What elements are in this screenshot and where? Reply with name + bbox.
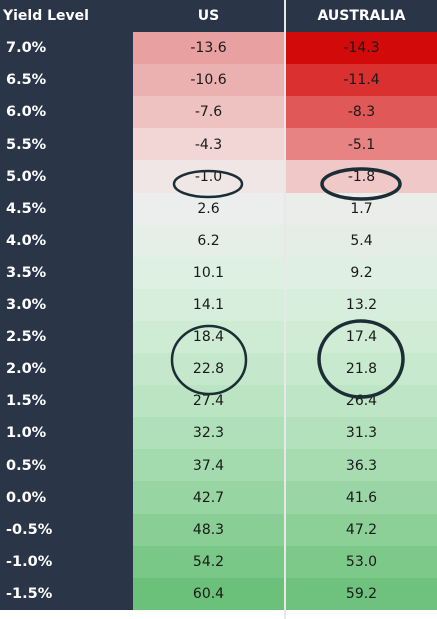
us-value-cell: 37.4 — [133, 449, 284, 482]
yield-level-cell: 1.0% — [0, 417, 133, 450]
us-value-cell: -7.6 — [133, 96, 284, 129]
yield-level-cell: 2.5% — [0, 320, 133, 354]
us-value-cell: 22.8 — [133, 353, 284, 386]
yield-level-cell: -1.5% — [0, 577, 133, 611]
australia-value-cell: -5.1 — [286, 128, 437, 161]
us-value-cell: 32.3 — [133, 417, 284, 450]
yield-level-cell: 3.0% — [0, 288, 133, 322]
column-separator — [284, 0, 286, 619]
australia-value-cell: 17.4 — [286, 320, 437, 354]
table-row: -1.0% 54.2 53.0 — [0, 545, 437, 579]
us-value-cell: 42.7 — [133, 481, 284, 514]
us-value-cell: 2.6 — [133, 192, 284, 226]
yield-level-cell: 4.0% — [0, 224, 133, 258]
australia-value-cell: 59.2 — [286, 577, 437, 611]
yield-level-cell: 0.5% — [0, 449, 133, 482]
table-row: 7.0% -13.6 -14.3 — [0, 32, 437, 65]
yield-level-header: Yield Level — [0, 0, 133, 32]
us-value-cell: -13.6 — [133, 32, 284, 65]
us-value-cell: 10.1 — [133, 256, 284, 290]
header-row: Yield Level US AUSTRALIA — [0, 0, 437, 32]
table-row: 3.5% 10.1 9.2 — [0, 256, 437, 290]
table-row: -1.5% 60.4 59.2 — [0, 577, 437, 611]
australia-value-cell: -11.4 — [286, 64, 437, 97]
table-row: 5.0% -1.0 -1.8 — [0, 160, 437, 193]
australia-value-cell: -14.3 — [286, 32, 437, 65]
australia-value-cell: 53.0 — [286, 545, 437, 579]
yield-level-cell: -1.0% — [0, 545, 133, 579]
yield-level-cell: 0.0% — [0, 481, 133, 514]
yield-level-cell: 3.5% — [0, 256, 133, 290]
australia-value-cell: 13.2 — [286, 288, 437, 322]
table-row: 6.5% -10.6 -11.4 — [0, 64, 437, 97]
us-header: US — [133, 0, 284, 32]
australia-value-cell: 41.6 — [286, 481, 437, 514]
yield-level-cell: 6.5% — [0, 64, 133, 97]
table-row: -0.5% 48.3 47.2 — [0, 513, 437, 547]
australia-value-cell: 5.4 — [286, 224, 437, 258]
table-row: 1.5% 27.4 26.4 — [0, 385, 437, 418]
us-value-cell: 27.4 — [133, 385, 284, 418]
table-row: 4.5% 2.6 1.7 — [0, 192, 437, 226]
yield-level-cell: 5.0% — [0, 160, 133, 193]
yield-level-cell: 5.5% — [0, 128, 133, 161]
us-value-cell: -4.3 — [133, 128, 284, 161]
us-value-cell: 18.4 — [133, 320, 284, 354]
yield-level-cell: 4.5% — [0, 192, 133, 226]
australia-value-cell: 26.4 — [286, 385, 437, 418]
us-value-cell: 14.1 — [133, 288, 284, 322]
table-row: 1.0% 32.3 31.3 — [0, 417, 437, 450]
table-row: 5.5% -4.3 -5.1 — [0, 128, 437, 161]
australia-value-cell: 21.8 — [286, 353, 437, 386]
us-value-cell: 60.4 — [133, 577, 284, 611]
table-row: 6.0% -7.6 -8.3 — [0, 96, 437, 129]
table-row: 3.0% 14.1 13.2 — [0, 288, 437, 322]
australia-header: AUSTRALIA — [286, 0, 437, 32]
australia-value-cell: -1.8 — [286, 160, 437, 193]
yield-level-cell: 7.0% — [0, 32, 133, 65]
table-row: 0.5% 37.4 36.3 — [0, 449, 437, 482]
yield-level-cell: -0.5% — [0, 513, 133, 547]
us-value-cell: 48.3 — [133, 513, 284, 547]
australia-value-cell: 1.7 — [286, 192, 437, 226]
table-row: 2.0% 22.8 21.8 — [0, 353, 437, 386]
australia-value-cell: 31.3 — [286, 417, 437, 450]
australia-value-cell: 47.2 — [286, 513, 437, 547]
table-row: 4.0% 6.2 5.4 — [0, 224, 437, 258]
yield-level-cell: 6.0% — [0, 96, 133, 129]
australia-value-cell: 36.3 — [286, 449, 437, 482]
us-value-cell: -10.6 — [133, 64, 284, 97]
yield-level-cell: 2.0% — [0, 353, 133, 386]
us-value-cell: -1.0 — [133, 160, 284, 193]
table-row: 0.0% 42.7 41.6 — [0, 481, 437, 514]
table-row: 2.5% 18.4 17.4 — [0, 320, 437, 354]
australia-value-cell: 9.2 — [286, 256, 437, 290]
australia-value-cell: -8.3 — [286, 96, 437, 129]
us-value-cell: 54.2 — [133, 545, 284, 579]
us-value-cell: 6.2 — [133, 224, 284, 258]
yield-level-cell: 1.5% — [0, 385, 133, 418]
